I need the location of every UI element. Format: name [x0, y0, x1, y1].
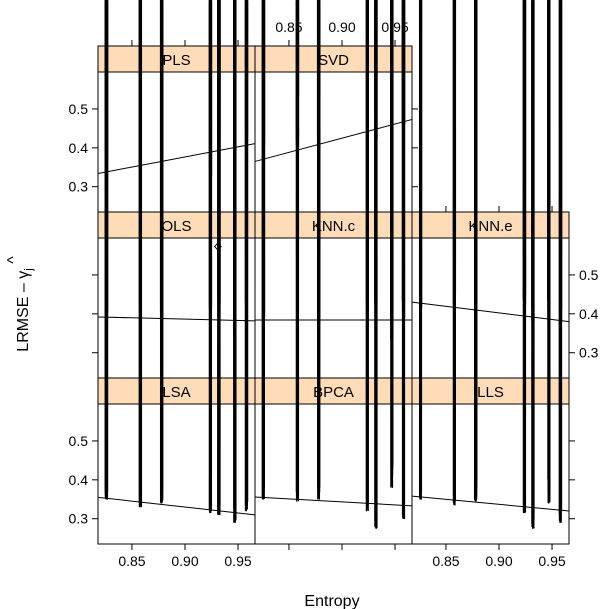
fit-line-lsa [97, 496, 256, 516]
y-tick-label-left: 0.3 [69, 511, 89, 527]
x-tick-label: 0.85 [118, 553, 145, 569]
fit-line-lls [411, 495, 570, 512]
strip-label-knn-c: KNN.c [312, 218, 356, 235]
y-tick-label-left: 0.5 [69, 433, 89, 449]
panel-lls: LLS [411, 0, 570, 545]
y-axis-title: LRMSE – γj [15, 268, 35, 351]
strip-label-knn-e: KNN.e [468, 218, 512, 235]
y-axis-title-subscript: j [23, 268, 35, 271]
x-tick-label-top: 0.85 [275, 19, 302, 35]
fit-line-svd [254, 118, 413, 162]
x-tick-label: 0.85 [432, 553, 459, 569]
panel-layer: PLS SVD OLS KNN.c KNN.e LSA BPCA LLS [97, 0, 570, 545]
y-tick-label-right: 0.5 [579, 267, 599, 283]
x-tick-label-top: 0.95 [381, 19, 408, 35]
panel-bpca: BPCA [254, 0, 413, 545]
strip-label-bpca: BPCA [313, 384, 354, 401]
x-axis-title: Entropy [304, 593, 359, 609]
y-tick-label-left: 0.3 [69, 179, 89, 195]
x-tick-label: 0.90 [485, 553, 512, 569]
panel-lsa: LSA [97, 0, 256, 545]
y-tick-label-left: 0.4 [69, 140, 89, 156]
x-tick-label: 0.90 [171, 553, 198, 569]
fit-line-knn-e [411, 301, 570, 323]
strip-label-lls: LLS [477, 384, 504, 401]
strip-label-svd: SVD [318, 52, 349, 69]
x-tick-label-top: 0.90 [328, 19, 355, 35]
strip-label-ols: OLS [161, 218, 191, 235]
y-axis-title-symbol: γ [15, 271, 32, 279]
y-axis-title-hat: ^ [5, 256, 22, 264]
fit-line-ols [97, 316, 256, 322]
fit-line-bpca [254, 496, 413, 507]
axes-layer: 0.85 0.90 0.95 0.85 0.90 0.95 0.85 0.90 0.95 0.3 0… [69, 19, 599, 569]
strip-pls [97, 45, 256, 73]
y-tick-label-right: 0.3 [579, 345, 599, 361]
fit-line-pls [97, 143, 256, 174]
y-axis-title-text: LRMSE – [15, 279, 32, 352]
panel-pls: PLS [97, 0, 256, 213]
panel-knn-e: KNN.e [411, 0, 570, 379]
panel-frame-lls [411, 377, 570, 545]
x-tick-label: 0.95 [538, 553, 565, 569]
strip-label-pls: PLS [162, 52, 190, 69]
strip-ols [97, 211, 256, 239]
y-tick-label-left: 0.4 [69, 472, 89, 488]
x-tick-label: 0.95 [224, 553, 251, 569]
y-tick-label-left: 0.5 [69, 101, 89, 117]
y-tick-label-right: 0.4 [579, 306, 599, 322]
strip-label-lsa: LSA [162, 384, 190, 401]
